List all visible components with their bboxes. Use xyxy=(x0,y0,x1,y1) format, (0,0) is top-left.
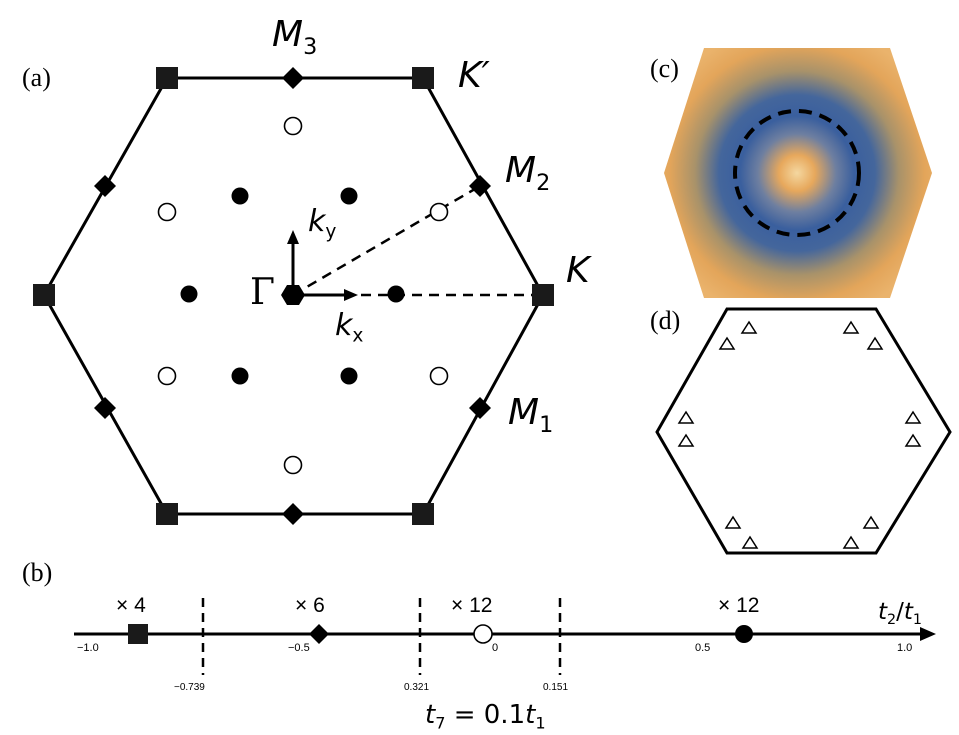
tick-label: 1.0 xyxy=(897,642,913,654)
boundary-label: −0.739 xyxy=(174,682,205,693)
filled-circle-points xyxy=(180,187,405,385)
fermi-circle xyxy=(733,109,861,237)
m-point-marker xyxy=(282,67,304,89)
d-hexagon xyxy=(655,307,952,555)
triangle-marker xyxy=(724,515,742,529)
triangle-marker xyxy=(862,515,880,529)
open-circle-phase-marker xyxy=(473,624,493,644)
m-points xyxy=(94,67,491,525)
filled-point xyxy=(231,367,249,385)
multiplicity-label: × 4 xyxy=(116,594,146,617)
m-point-marker xyxy=(94,397,116,419)
triangle-hexagon-diagram xyxy=(655,307,952,555)
open-circle-points xyxy=(157,116,449,475)
tick-label: −1.0 xyxy=(77,642,99,654)
k-point-marker xyxy=(412,67,434,89)
m3-label: M3 xyxy=(272,14,318,60)
k-point-marker xyxy=(156,67,178,89)
triangle-marker xyxy=(866,336,884,350)
gamma-label: Γ xyxy=(250,272,275,313)
k-points xyxy=(33,67,554,525)
m-point-marker xyxy=(94,175,116,197)
kx-label: kx xyxy=(335,308,364,347)
multiplicity-label: × 6 xyxy=(295,594,325,617)
gamma-to-m2-path xyxy=(292,184,481,297)
open-point xyxy=(429,366,449,386)
energy-heatmap xyxy=(664,48,932,298)
triangle-marker xyxy=(741,535,759,549)
diamond-phase-marker xyxy=(309,624,329,644)
k-axes xyxy=(287,230,358,301)
triangle-marker xyxy=(677,410,695,424)
tick-label: 0.5 xyxy=(695,642,711,654)
filled-point xyxy=(340,187,358,205)
k-label: K xyxy=(566,250,590,291)
multiplicity-label: × 12 xyxy=(451,594,493,617)
kprime-label: K′ xyxy=(458,55,490,96)
m1-label: M1 xyxy=(508,392,554,438)
triangle-marker xyxy=(842,535,860,549)
triangle-marker xyxy=(904,433,922,447)
ky-label: ky xyxy=(308,204,337,243)
triangle-marker xyxy=(677,433,695,447)
panel-label-a: (a) xyxy=(22,63,51,92)
m-point-marker xyxy=(282,503,304,525)
open-point xyxy=(283,455,303,475)
m2-label: M2 xyxy=(505,150,551,196)
m-point-marker xyxy=(469,175,491,197)
filled-point xyxy=(340,367,358,385)
filled-circle-phase-marker xyxy=(735,625,753,643)
caption: t7 = 0.1t1 xyxy=(425,700,546,733)
triangle-marker xyxy=(718,336,736,350)
axis-label: t2/t1 xyxy=(878,599,922,628)
multiplicity-label: × 12 xyxy=(718,594,760,617)
triangle-marker xyxy=(740,320,758,334)
boundary-label: 0.321 xyxy=(404,682,430,693)
filled-point xyxy=(231,187,249,205)
open-point xyxy=(429,202,449,222)
panel-label-c: (c) xyxy=(650,54,679,83)
tick-label: 0 xyxy=(492,642,499,654)
triangle-markers xyxy=(677,320,922,549)
m-point-marker xyxy=(469,397,491,419)
heatmap-hexagon xyxy=(664,48,932,298)
triangle-marker xyxy=(904,410,922,424)
boundary-label: 0.151 xyxy=(543,682,569,693)
filled-point xyxy=(387,285,405,303)
open-point xyxy=(157,202,177,222)
axis-arrowhead xyxy=(920,627,936,641)
k-point-marker xyxy=(33,284,55,306)
triangle-marker xyxy=(842,320,860,334)
k-point-marker xyxy=(156,503,178,525)
k-point-marker xyxy=(412,503,434,525)
phase-boundaries xyxy=(201,598,562,675)
open-point xyxy=(283,116,303,136)
tick-label: −0.5 xyxy=(288,642,310,654)
k-point-marker xyxy=(532,284,554,306)
brillouin-zone-diagram xyxy=(33,67,554,525)
panel-label-b: (b) xyxy=(22,558,53,587)
phase-axis xyxy=(74,598,936,675)
open-point xyxy=(157,366,177,386)
panel-label-d: (d) xyxy=(650,306,681,335)
square-phase-marker xyxy=(128,624,148,644)
filled-point xyxy=(180,285,198,303)
